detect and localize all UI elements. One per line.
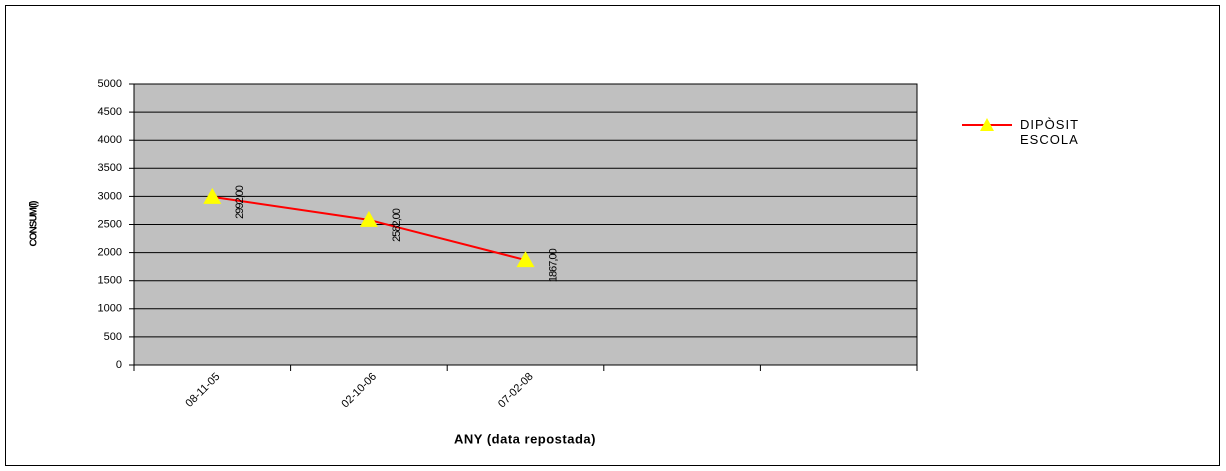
y-tick-label: 1500	[98, 275, 122, 287]
y-tick-label: 500	[104, 331, 122, 343]
marker	[359, 210, 378, 227]
y-tick-label: 3000	[98, 190, 122, 202]
marker	[203, 187, 222, 204]
x-axis-label: ANY (data repostada)	[454, 431, 596, 446]
y-tick-label: 2000	[98, 247, 122, 259]
y-tick-label: 1000	[98, 303, 122, 315]
y-tick-label: 2500	[98, 218, 122, 230]
marker	[516, 251, 535, 268]
y-tick-label: 0	[116, 359, 122, 371]
y-tick-label: 4000	[98, 134, 122, 146]
legend-marker	[980, 118, 994, 131]
data-label: 1867,00	[547, 248, 559, 282]
y-tick-label: 3500	[98, 162, 122, 174]
y-axis-label: CONSUM(l)	[29, 201, 40, 247]
data-label: 2992,00	[234, 185, 246, 219]
y-tick-label: 5000	[98, 78, 122, 90]
data-label: 2582,00	[391, 208, 403, 242]
y-tick-label: 4500	[98, 106, 122, 118]
legend-label: DIPÒSIT ESCOLA	[1020, 117, 1079, 147]
